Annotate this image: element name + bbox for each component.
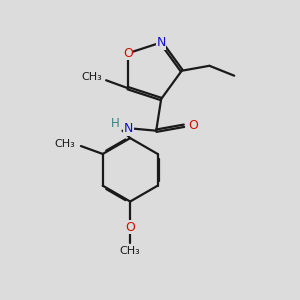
Text: CH₃: CH₃: [120, 246, 141, 256]
Text: CH₃: CH₃: [54, 139, 75, 149]
Text: O: O: [123, 47, 133, 60]
Text: N: N: [124, 122, 133, 135]
Text: CH₃: CH₃: [81, 72, 102, 82]
Text: H: H: [111, 117, 120, 130]
Text: O: O: [188, 119, 198, 132]
Text: O: O: [125, 221, 135, 234]
Text: N: N: [157, 36, 166, 49]
